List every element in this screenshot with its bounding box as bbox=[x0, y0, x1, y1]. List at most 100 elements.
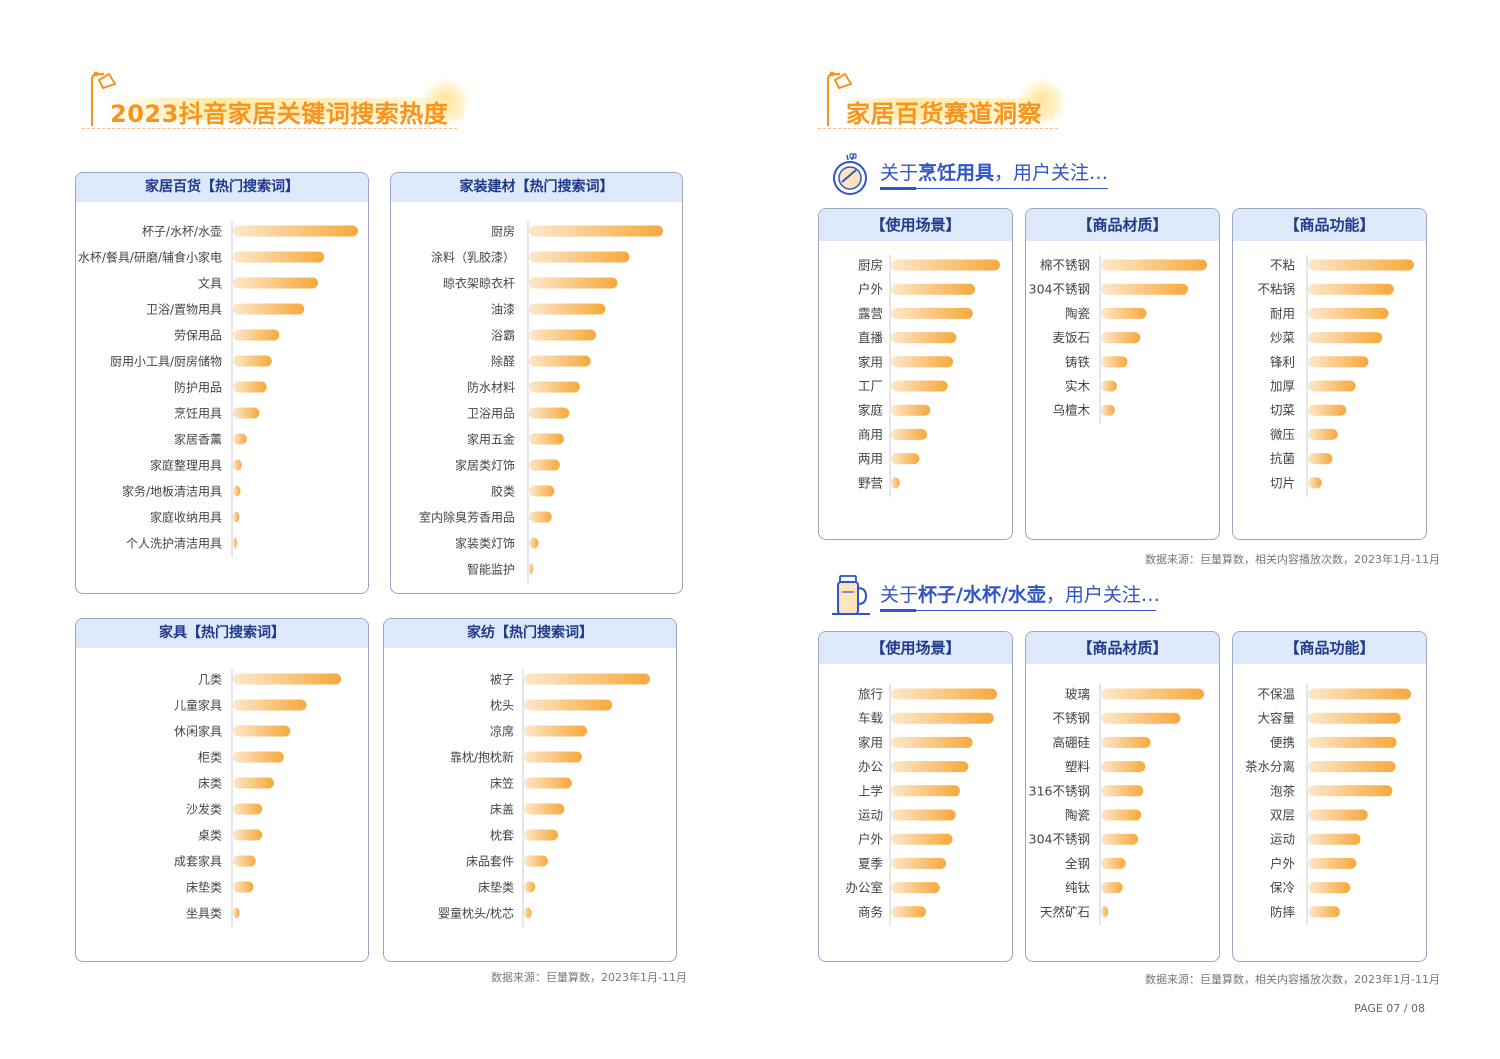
bar bbox=[1308, 283, 1394, 295]
heading-underline bbox=[880, 610, 1156, 611]
bar bbox=[891, 736, 973, 748]
cooking-heading-text: 关于烹饪用具，用户关注… bbox=[880, 158, 1108, 185]
category-label: 玻璃 bbox=[1065, 687, 1090, 702]
category-label: 婴童枕头/枕芯 bbox=[438, 906, 514, 921]
bar bbox=[1101, 356, 1128, 368]
category-label: 微压 bbox=[1270, 427, 1295, 442]
bar bbox=[233, 829, 263, 841]
category-label: 露营 bbox=[858, 306, 883, 321]
category-label: 晾衣架晾衣杆 bbox=[443, 276, 515, 291]
panel-textiles: 家纺【热门搜索词】 被子 枕头 凉席 靠枕/抱枕新 床笠 床盖 枕套 床品套件 床垫类 婴童枕头/… bbox=[383, 618, 677, 962]
bar bbox=[233, 777, 275, 789]
bar bbox=[233, 725, 291, 737]
category-label: 工厂 bbox=[858, 379, 883, 394]
panel-header: 【商品材质】 bbox=[1026, 209, 1219, 241]
category-label: 厨用小工具/厨房储物 bbox=[110, 354, 222, 369]
category-label: 天然矿石 bbox=[1040, 904, 1090, 919]
page-number: PAGE 07 / 08 bbox=[1354, 1002, 1425, 1015]
bar-chart: 杯子/水杯/水壶水杯/餐具/研磨/辅食小家电文具卫浴/置物用具劳保用品厨用小工具… bbox=[78, 221, 358, 557]
bar bbox=[1308, 833, 1361, 845]
bar bbox=[233, 751, 284, 763]
bar bbox=[233, 407, 260, 419]
bar bbox=[1101, 882, 1123, 894]
category-label: 枕头 bbox=[490, 698, 514, 713]
category-label: 办公 bbox=[858, 759, 884, 774]
category-label: 车载 bbox=[858, 711, 884, 726]
category-label: 家庭 bbox=[858, 403, 884, 418]
bar bbox=[891, 688, 997, 700]
bar bbox=[233, 355, 272, 367]
panel-home-goods: 家居百货【热门搜索词】 杯子/水杯/水壶 水杯/餐具/研磨/辅食小家电 文具 卫浴/置… bbox=[75, 172, 369, 594]
category-label: 儿童家具 bbox=[174, 698, 222, 713]
category-label: 床类 bbox=[198, 777, 222, 791]
category-label: 家庭收纳用具 bbox=[150, 510, 222, 525]
category-label: 防摔 bbox=[1270, 904, 1295, 919]
bar bbox=[233, 803, 263, 815]
bar bbox=[1101, 259, 1207, 271]
bar bbox=[233, 433, 247, 445]
category-label: 坐具类 bbox=[186, 907, 222, 921]
category-label: 茶水分离 bbox=[1245, 759, 1295, 774]
category-label: 切片 bbox=[1270, 475, 1295, 490]
bar bbox=[891, 356, 954, 368]
bar bbox=[891, 428, 927, 440]
frying-pan-icon bbox=[833, 153, 867, 195]
bar bbox=[1101, 712, 1181, 724]
heading-underline bbox=[880, 188, 1108, 189]
category-label: 两用 bbox=[858, 451, 883, 466]
bar bbox=[891, 712, 994, 724]
category-label: 床垫类 bbox=[186, 880, 222, 895]
bar bbox=[529, 225, 663, 237]
bar bbox=[233, 329, 280, 341]
category-label: 切菜 bbox=[1270, 403, 1296, 418]
bar bbox=[529, 563, 534, 575]
category-label: 旅行 bbox=[858, 687, 883, 702]
kettle-icon bbox=[832, 575, 870, 615]
bar bbox=[233, 673, 341, 685]
category-label: 烹饪用具 bbox=[174, 406, 222, 421]
bar bbox=[233, 303, 305, 315]
bar bbox=[524, 751, 582, 763]
bar bbox=[1308, 882, 1351, 894]
category-label: 泡茶 bbox=[1270, 783, 1296, 798]
cooking-subheading: 关于烹饪用具，用户关注… bbox=[828, 152, 1128, 198]
bar bbox=[1308, 477, 1322, 489]
category-label: 纯钛 bbox=[1065, 880, 1091, 895]
category-label: 麦饭石 bbox=[1052, 330, 1090, 345]
heading-underline-accent bbox=[880, 187, 916, 190]
bar bbox=[1308, 688, 1411, 700]
category-label: 铸铁 bbox=[1065, 354, 1091, 369]
bar bbox=[891, 833, 953, 845]
panel-header: 【商品材质】 bbox=[1026, 632, 1219, 664]
panel-cooking-functions: 【商品功能】 不粘 不粘锅 耐用 炒菜 锋利 加厚 切菜 微压 抗菌 切片 bbox=[1232, 208, 1427, 540]
bar bbox=[529, 511, 552, 523]
bar bbox=[1101, 307, 1147, 319]
bar bbox=[233, 511, 240, 523]
category-label: 被子 bbox=[490, 673, 514, 687]
lamp-icon bbox=[90, 71, 117, 126]
bar bbox=[529, 355, 591, 367]
category-label: 床盖 bbox=[490, 803, 514, 817]
lamp-icon bbox=[826, 71, 853, 126]
bar bbox=[233, 907, 240, 919]
heading-prefix: 关于 bbox=[880, 584, 919, 606]
right-section-title: 家居百货赛道洞察 bbox=[818, 70, 1068, 130]
category-label: 水杯/餐具/研磨/辅食小家电 bbox=[78, 250, 222, 265]
category-label: 杯子/水杯/水壶 bbox=[142, 224, 222, 239]
category-label: 家庭整理用具 bbox=[150, 458, 222, 473]
category-label: 抗菌 bbox=[1270, 451, 1295, 466]
heading-underline-accent bbox=[880, 609, 916, 612]
bar bbox=[1101, 833, 1139, 845]
bar bbox=[1308, 906, 1340, 918]
heading-suffix: ，用户关注… bbox=[1045, 584, 1160, 606]
panel-cup-functions: 【商品功能】 不保温 大容量 便携 茶水分离 泡茶 双层 运动 户外 保冷 防摔 bbox=[1232, 631, 1427, 962]
bar bbox=[1308, 761, 1396, 773]
bar bbox=[529, 433, 564, 445]
category-label: 成套家具 bbox=[174, 854, 222, 869]
bar bbox=[1308, 785, 1393, 797]
bar bbox=[1308, 259, 1414, 271]
category-label: 运动 bbox=[1270, 832, 1295, 847]
